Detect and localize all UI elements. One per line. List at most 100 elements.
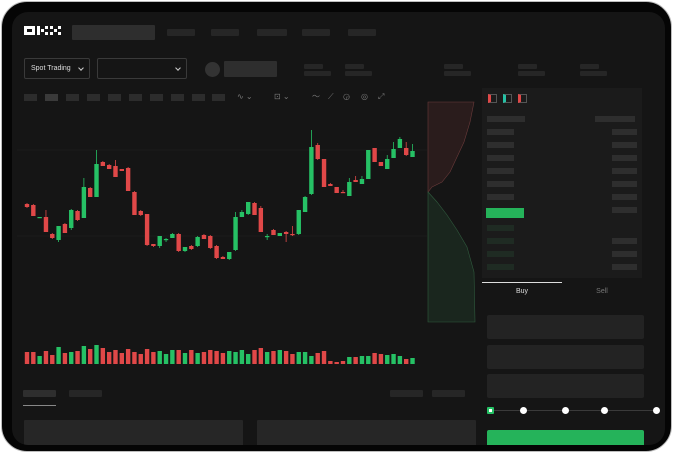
indicator-icon[interactable]: ∿ ⌄ (237, 92, 253, 101)
candle-body (347, 182, 352, 196)
stat-value (444, 71, 471, 76)
volume-bar (176, 350, 181, 364)
candle-body (113, 166, 118, 177)
candle-body (214, 246, 219, 258)
candle-body (359, 179, 365, 184)
slider-step-25[interactable] (520, 407, 527, 414)
interval-button[interactable] (24, 94, 37, 101)
interval-button[interactable] (45, 94, 58, 101)
candle-body (321, 159, 327, 187)
tab-sell[interactable]: Sell (596, 288, 608, 295)
interval-button[interactable] (87, 94, 100, 101)
depth-chart (427, 101, 476, 323)
pair-dropdown[interactable] (97, 58, 187, 79)
volume-bar (189, 350, 194, 364)
buy-sell-tabs: Buy Sell (482, 282, 642, 304)
slider-step-75[interactable] (601, 407, 608, 414)
candlestick-chart[interactable] (12, 12, 665, 445)
slider-step-50[interactable] (562, 407, 569, 414)
interval-button[interactable] (108, 94, 121, 101)
app-screen: Spot Trading ∿ ⌄ ⊡ ⌄ 〜 ⟋ ◶ ◎ ⤢ Buy Sell (12, 12, 665, 445)
bottom-filter[interactable] (390, 390, 423, 397)
nav-item[interactable] (348, 29, 376, 36)
spot-trading-dropdown[interactable]: Spot Trading (24, 58, 90, 79)
volume-bar (296, 352, 301, 364)
volume-bar (81, 346, 87, 364)
ask-size (612, 194, 637, 200)
slider-step-100[interactable] (653, 407, 660, 414)
amount-input[interactable] (487, 345, 644, 369)
interval-button[interactable] (212, 94, 225, 101)
candle-body (43, 217, 49, 232)
candle-body (353, 180, 358, 182)
ruler-icon[interactable]: ⟋ (328, 92, 334, 101)
tab-buy[interactable]: Buy (515, 288, 529, 295)
candle-body (315, 145, 320, 159)
order-book-asks-icon[interactable] (518, 94, 527, 103)
volume-bar (220, 353, 226, 364)
candle-body (397, 139, 403, 148)
candle-body (239, 212, 245, 217)
interval-button[interactable] (66, 94, 79, 101)
interval-button[interactable] (150, 94, 163, 101)
volume-bar (246, 354, 251, 364)
camera-icon[interactable]: ◶ (343, 92, 350, 101)
volume-bar (208, 350, 213, 364)
interval-button[interactable] (129, 94, 142, 101)
volume-bar (334, 362, 339, 364)
candle-body (271, 230, 276, 235)
volume-bar (340, 361, 346, 364)
candle-body (24, 204, 30, 207)
okx-logo[interactable] (24, 26, 61, 35)
bid-size (612, 251, 637, 257)
candle-body (75, 211, 80, 220)
fullscreen-icon[interactable]: ⤢ (378, 92, 385, 101)
price-input[interactable] (487, 315, 644, 339)
total-input[interactable] (487, 374, 644, 398)
chart-type-icon[interactable]: ⊡ ⌄ (274, 92, 290, 101)
stat-value (345, 71, 372, 76)
candle-body (100, 162, 106, 166)
bid-size (612, 238, 637, 244)
volume-bar (201, 352, 207, 364)
nav-item[interactable] (211, 29, 239, 36)
volume-bar (353, 357, 358, 364)
bottom-tab-orders[interactable] (23, 390, 56, 397)
volume-bar (75, 351, 80, 364)
candle-body (94, 164, 99, 197)
nav-item[interactable] (167, 29, 195, 36)
line-tool-icon[interactable]: 〜 (312, 92, 320, 101)
ask-size (612, 168, 637, 174)
volume-bar (404, 359, 409, 364)
spot-trading-label: Spot Trading (31, 65, 71, 72)
order-book-bids-icon[interactable] (503, 94, 512, 103)
volume-bar (56, 347, 61, 364)
candle-body (233, 217, 238, 250)
buy-button[interactable] (487, 430, 644, 445)
volume-bar (258, 348, 264, 364)
candle-body (50, 234, 55, 238)
order-book-both-icon[interactable] (488, 94, 497, 103)
candle-body (264, 236, 270, 238)
search-bar[interactable] (72, 25, 155, 40)
volume-bar (94, 345, 99, 364)
candle-body (195, 237, 200, 246)
nav-item[interactable] (302, 29, 330, 36)
volume-bar (410, 358, 415, 364)
bottom-tab-history[interactable] (69, 390, 102, 397)
slider-handle[interactable] (487, 407, 494, 414)
interval-button[interactable] (192, 94, 205, 101)
candle-body (163, 239, 169, 241)
candle-body (385, 159, 390, 169)
volume-bar (119, 353, 124, 364)
settings-icon[interactable]: ◎ (361, 92, 368, 101)
interval-button[interactable] (171, 94, 184, 101)
candle-body (56, 226, 61, 240)
candle-body (157, 236, 162, 246)
volume-bar (50, 355, 55, 364)
amount-slider[interactable] (487, 407, 660, 414)
nav-item[interactable] (257, 29, 287, 36)
candle-body (391, 149, 396, 158)
bottom-filter[interactable] (432, 390, 465, 397)
volume-bar (24, 352, 30, 364)
